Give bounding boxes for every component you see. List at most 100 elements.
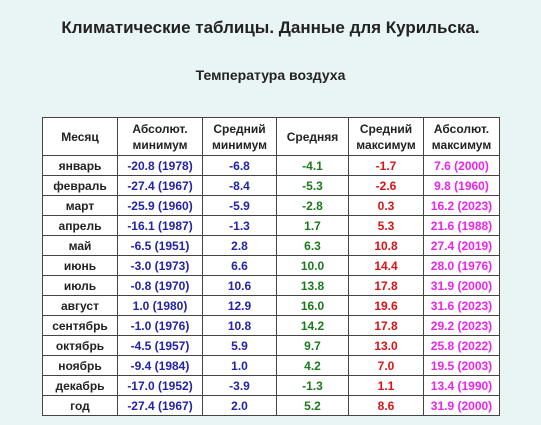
cell-mean: 4.2 (276, 355, 349, 376)
table-row: ноябрь -9.4 (1984) 1.0 4.2 7.0 19.5 (2003) (42, 355, 500, 376)
cell-abs-max: 25.8 (2022) (423, 335, 500, 356)
cell-abs-max: 7.6 (2000) (423, 155, 500, 176)
cell-mean-max: 5.3 (348, 215, 424, 236)
cell-abs-min: -4.5 (1957) (117, 335, 203, 356)
cell-abs-max: 28.0 (1976) (423, 255, 500, 276)
cell-abs-min: -6.5 (1951) (117, 235, 203, 256)
cell-abs-min: -3.0 (1973) (117, 255, 203, 276)
cell-abs-min: -25.9 (1960) (117, 195, 203, 216)
cell-month: август (42, 295, 118, 316)
cell-mean: -4.1 (276, 155, 349, 176)
cell-month: январь (42, 155, 118, 176)
cell-mean-min: -8.4 (202, 175, 277, 196)
cell-month: февраль (42, 175, 118, 196)
cell-mean: 6.3 (276, 235, 349, 256)
cell-mean-min: 2.8 (202, 235, 277, 256)
table-row: декабрь -17.0 (1952) -3.9 -1.3 1.1 13.4 (1990… (42, 375, 500, 396)
cell-abs-max: 21.6 (1988) (423, 215, 500, 236)
header-abs-max: Абсолют. максимум (423, 117, 500, 156)
table-row: сентябрь -1.0 (1976) 10.8 14.2 17.8 29.2 (202… (42, 315, 500, 336)
cell-mean-min: 2.0 (202, 395, 277, 416)
cell-month: март (42, 195, 118, 216)
page-title: Климатические таблицы. Данные для Куриль… (61, 18, 480, 37)
cell-mean: 16.0 (276, 295, 349, 316)
cell-mean-max: 17.8 (348, 275, 424, 296)
cell-month: декабрь (42, 375, 118, 396)
cell-abs-min: -0.8 (1970) (117, 275, 203, 296)
header-abs-min: Абсолют. минимум (117, 117, 203, 156)
header-month: Месяц (42, 117, 118, 156)
table-row: март -25.9 (1960) -5.9 -2.8 0.3 16.2 (2023) (42, 195, 500, 216)
table-row: апрель -16.1 (1987) -1.3 1.7 5.3 21.6 (1988) (42, 215, 500, 236)
cell-abs-min: 1.0 (1980) (117, 295, 203, 316)
cell-mean: -1.3 (276, 375, 349, 396)
header-mean-max: Средний максимум (348, 117, 424, 156)
cell-abs-max: 31.6 (2023) (423, 295, 500, 316)
cell-mean-max: 17.8 (348, 315, 424, 336)
cell-mean-min: 10.8 (202, 315, 277, 336)
cell-mean: -2.8 (276, 195, 349, 216)
cell-abs-max: 31.9 (2000) (423, 275, 500, 296)
cell-month: июль (42, 275, 118, 296)
section-title: Температура воздуха (195, 67, 346, 83)
cell-month: май (42, 235, 118, 256)
cell-abs-min: -20.8 (1978) (117, 155, 203, 176)
table-row: октябрь -4.5 (1957) 5.9 9.7 13.0 25.8 (2022) (42, 335, 500, 356)
cell-mean-max: 7.0 (348, 355, 424, 376)
table-row: январь -20.8 (1978) -6.8 -4.1 -1.7 7.6 (2000) (42, 155, 500, 176)
cell-month: апрель (42, 215, 118, 236)
table-row: май -6.5 (1951) 2.8 6.3 10.8 27.4 (2019) (42, 235, 500, 256)
cell-mean-max: -1.7 (348, 155, 424, 176)
table-row: июль -0.8 (1970) 10.6 13.8 17.8 31.9 (2000) (42, 275, 500, 296)
cell-abs-min: -1.0 (1976) (117, 315, 203, 336)
cell-abs-max: 27.4 (2019) (423, 235, 500, 256)
cell-month: июнь (42, 255, 118, 276)
table-row: февраль -27.4 (1967) -8.4 -5.3 -2.6 9.8 (1960… (42, 175, 500, 196)
cell-mean: 1.7 (276, 215, 349, 236)
table-body: январь -20.8 (1978) -6.8 -4.1 -1.7 7.6 (2000)… (42, 155, 500, 416)
table-row: год -27.4 (1967) 2.0 5.2 8.6 31.9 (2000) (42, 395, 500, 416)
cell-mean-min: 1.0 (202, 355, 277, 376)
cell-mean: 13.8 (276, 275, 349, 296)
cell-mean-max: -2.6 (348, 175, 424, 196)
cell-mean-min: 12.9 (202, 295, 277, 316)
cell-mean: 9.7 (276, 335, 349, 356)
header-mean: Средняя (276, 117, 349, 156)
cell-mean-max: 14.4 (348, 255, 424, 276)
cell-mean-max: 1.1 (348, 375, 424, 396)
cell-abs-max: 29.2 (2023) (423, 315, 500, 336)
cell-mean-max: 19.6 (348, 295, 424, 316)
cell-mean-min: -1.3 (202, 215, 277, 236)
cell-abs-min: -16.1 (1987) (117, 215, 203, 236)
table-header-row: Месяц Абсолют. минимум Средний минимум С… (42, 117, 500, 156)
cell-mean-max: 10.8 (348, 235, 424, 256)
table-row: август 1.0 (1980) 12.9 16.0 19.6 31.6 (2023) (42, 295, 500, 316)
cell-mean: 10.0 (276, 255, 349, 276)
cell-abs-max: 9.8 (1960) (423, 175, 500, 196)
cell-mean-min: -5.9 (202, 195, 277, 216)
cell-month: октябрь (42, 335, 118, 356)
cell-mean-max: 0.3 (348, 195, 424, 216)
cell-mean-min: 10.6 (202, 275, 277, 296)
table-row: июнь -3.0 (1973) 6.6 10.0 14.4 28.0 (1976) (42, 255, 500, 276)
cell-abs-min: -27.4 (1967) (117, 395, 203, 416)
cell-abs-min: -9.4 (1984) (117, 355, 203, 376)
cell-abs-max: 16.2 (2023) (423, 195, 500, 216)
cell-mean-max: 8.6 (348, 395, 424, 416)
cell-abs-max: 13.4 (1990) (423, 375, 500, 396)
cell-month: год (42, 395, 118, 416)
cell-abs-max: 19.5 (2003) (423, 355, 500, 376)
cell-month: сентябрь (42, 315, 118, 336)
cell-mean-min: 5.9 (202, 335, 277, 356)
cell-mean-max: 13.0 (348, 335, 424, 356)
cell-abs-min: -17.0 (1952) (117, 375, 203, 396)
cell-mean: 5.2 (276, 395, 349, 416)
cell-abs-min: -27.4 (1967) (117, 175, 203, 196)
cell-mean: 14.2 (276, 315, 349, 336)
cell-mean-min: 6.6 (202, 255, 277, 276)
cell-abs-max: 31.9 (2000) (423, 395, 500, 416)
cell-mean: -5.3 (276, 175, 349, 196)
temperature-table: Месяц Абсолют. минимум Средний минимум С… (42, 117, 500, 416)
cell-mean-min: -6.8 (202, 155, 277, 176)
